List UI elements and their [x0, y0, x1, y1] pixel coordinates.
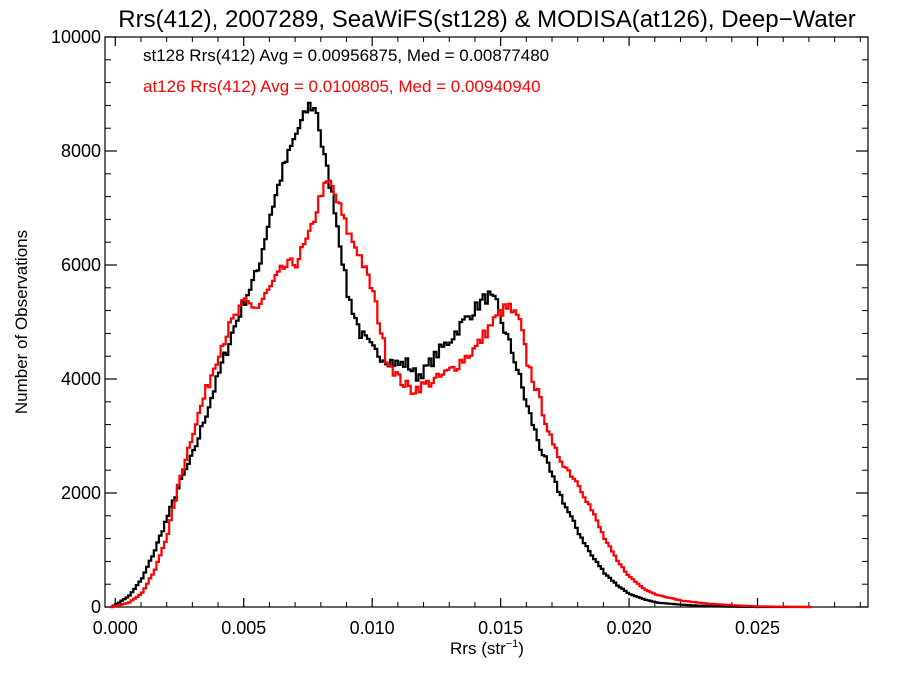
x-tick-label: 0.005: [221, 618, 266, 638]
series-line-st128: [110, 101, 812, 609]
y-axis-ticks: 0 2000 4000 6000 8000 10000: [51, 27, 868, 617]
y-tick-label: 10000: [51, 27, 101, 47]
x-tick-label: 0.000: [93, 618, 138, 638]
chart-title: Rrs(412), 2007289, SeaWiFS(st128) & MODI…: [118, 6, 855, 33]
x-axis-label-sup: −1: [506, 638, 519, 650]
x-axis-label-main: Rrs (str: [450, 639, 506, 658]
y-tick-label: 6000: [61, 255, 101, 275]
x-tick-label: 0.010: [350, 618, 395, 638]
x-axis-ticks: 0.000 0.005 0.010 0.015 0.020 0.025: [93, 37, 861, 638]
x-tick-label: 0.020: [607, 618, 652, 638]
y-tick-label: 2000: [61, 483, 101, 503]
x-tick-label: 0.015: [478, 618, 523, 638]
x-axis-label-end: ): [518, 639, 524, 658]
series-line-at126: [110, 179, 812, 609]
plot-frame: [104, 36, 869, 608]
annotation-st128: st128 Rrs(412) Avg = 0.00956875, Med = 0…: [143, 46, 549, 65]
series-lines: [110, 101, 812, 609]
y-tick-label: 8000: [61, 141, 101, 161]
y-tick-label: 4000: [61, 369, 101, 389]
x-axis-label: Rrs (str−1): [450, 638, 524, 658]
y-tick-label: 0: [91, 597, 101, 617]
annotation-at126: at126 Rrs(412) Avg = 0.0100805, Med = 0.…: [143, 77, 541, 96]
y-axis-label: Number of Observations: [12, 230, 31, 414]
x-tick-label: 0.025: [735, 618, 780, 638]
